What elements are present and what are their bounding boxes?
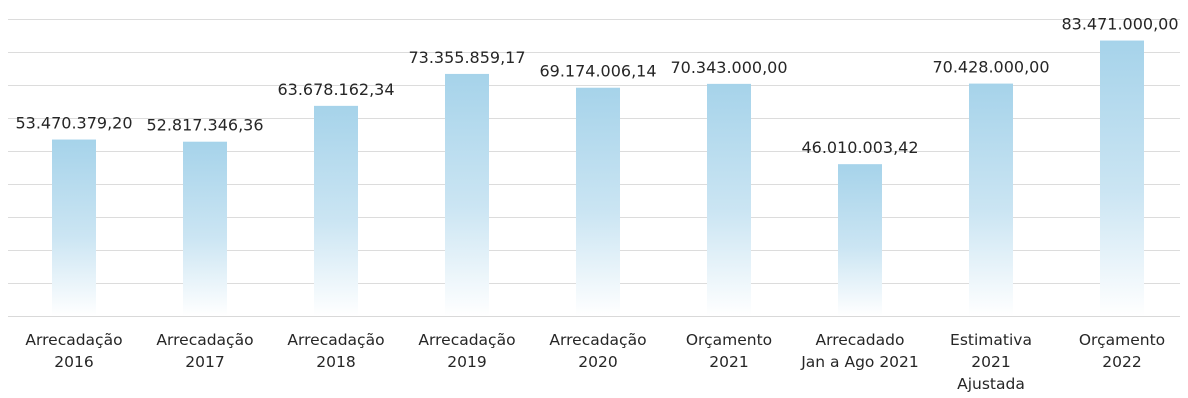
tick-label-line: 2019 — [447, 353, 486, 371]
tick-label-line: 2018 — [316, 353, 355, 371]
tick-label-line: Estimativa — [950, 331, 1032, 349]
tick-label-line: 2016 — [54, 353, 93, 371]
tick-label: Orçamento 2021 — [686, 331, 772, 371]
data-label: 70.428.000,00 — [932, 58, 1049, 77]
tick-label-line: Arrecadação — [25, 331, 122, 349]
bar — [314, 105, 358, 316]
tick-label-line: 2020 — [578, 353, 617, 371]
tick-label: Arrecadação 2016 — [25, 331, 122, 371]
data-label: 69.174.006,14 — [539, 62, 656, 81]
bar — [445, 73, 489, 317]
data-label: 73.355.859,17 — [408, 48, 525, 67]
tick-label-line: Ajustada — [957, 375, 1025, 393]
tick-label-line: 2021 — [709, 353, 748, 371]
tick-label: Arrecadação 2017 — [156, 331, 253, 371]
data-label: 53.470.379,20 — [15, 114, 132, 133]
tick-label-line: Orçamento — [1079, 331, 1165, 349]
data-label: 63.678.162,34 — [277, 80, 394, 99]
tick-label-line: 2017 — [185, 353, 224, 371]
bar — [52, 139, 96, 316]
tick-label-line: Arrecadação — [549, 331, 646, 349]
tick-label-line: Arrecadado — [816, 331, 905, 349]
data-label: 46.010.003,42 — [801, 138, 918, 157]
bar — [1100, 40, 1144, 316]
tick-label-line: Arrecadação — [156, 331, 253, 349]
tick-label: Arrecadação 2018 — [287, 331, 384, 371]
data-label: 83.471.000,00 — [1061, 15, 1178, 34]
tick-label-line: 2021 — [971, 353, 1010, 371]
bar — [576, 87, 620, 317]
bar — [838, 164, 882, 316]
tick-label: Arrecadado Jan a Ago 2021 — [800, 331, 919, 371]
tick-label: Estimativa 2021 Ajustada — [950, 331, 1032, 393]
tick-label-line: Orçamento — [686, 331, 772, 349]
data-labels: 53.470.379,20 52.817.346,36 63.678.162,34 7… — [15, 15, 1178, 158]
tick-label-line: Arrecadação — [287, 331, 384, 349]
tick-label-line: 2022 — [1102, 353, 1141, 371]
tick-label: Arrecadação 2020 — [549, 331, 646, 371]
bar — [183, 141, 227, 316]
bar — [707, 83, 751, 316]
bars — [52, 40, 1144, 317]
tick-label: Orçamento 2022 — [1079, 331, 1165, 371]
data-label: 52.817.346,36 — [146, 116, 263, 135]
tick-label: Arrecadação 2019 — [418, 331, 515, 371]
tick-label-line: Jan a Ago 2021 — [800, 353, 919, 371]
tick-label-line: Arrecadação — [418, 331, 515, 349]
data-label: 70.343.000,00 — [670, 58, 787, 77]
bar — [969, 83, 1013, 316]
